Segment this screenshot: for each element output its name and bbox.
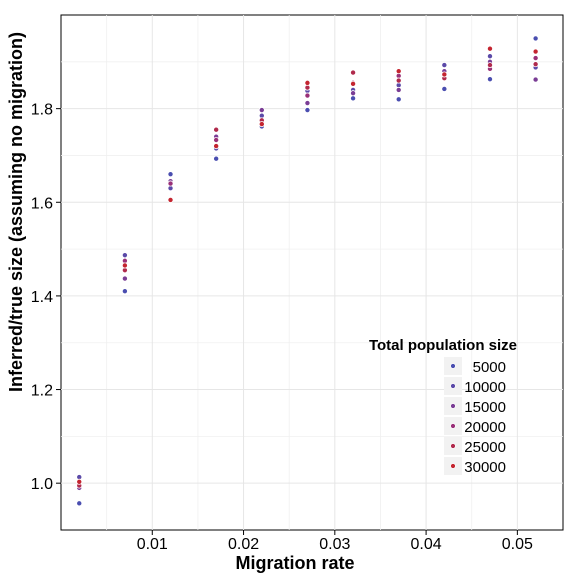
data-point <box>532 55 539 62</box>
x-tick-label: 0.02 <box>228 536 259 553</box>
data-point <box>258 107 265 114</box>
data-point <box>213 143 220 150</box>
y-tick-label: 1.2 <box>31 383 53 400</box>
data-point <box>350 80 357 87</box>
grid-lines <box>61 15 563 530</box>
legend-marker <box>450 463 456 469</box>
data-point <box>395 68 402 75</box>
legend-marker <box>450 383 456 389</box>
x-tick-label: 0.01 <box>137 536 168 553</box>
data-point <box>395 86 402 93</box>
legend-label: 30000 <box>464 459 506 476</box>
y-tick-label: 1.6 <box>31 195 53 212</box>
data-point <box>76 500 83 507</box>
x-axis-ticks: 0.01 0.02 0.03 0.04 0.05 <box>137 530 533 553</box>
data-points <box>76 35 539 507</box>
data-point <box>350 90 357 97</box>
y-axis-label: Inferred/true size (assuming no migratio… <box>6 32 26 392</box>
legend-label: 20000 <box>464 419 506 436</box>
y-axis-ticks: 1.0 1.2 1.4 1.6 1.8 <box>31 102 61 493</box>
data-point <box>395 77 402 84</box>
x-tick-label: 0.03 <box>319 536 350 553</box>
plot-panel <box>60 14 564 531</box>
data-point <box>350 69 357 76</box>
data-point <box>304 107 311 114</box>
data-point <box>441 85 448 92</box>
x-tick-label: 0.05 <box>502 536 533 553</box>
data-point <box>76 478 83 485</box>
data-point <box>486 45 493 52</box>
data-point <box>121 252 128 259</box>
legend-title: Total population size <box>369 337 517 354</box>
data-point <box>121 288 128 295</box>
data-point <box>395 96 402 103</box>
x-axis-label: Migration rate <box>235 553 354 573</box>
data-point <box>486 62 493 69</box>
legend-label: 5000 <box>473 359 506 376</box>
data-point <box>304 100 311 107</box>
legend-marker <box>450 403 456 409</box>
legend-marker <box>450 423 456 429</box>
data-point <box>304 79 311 86</box>
data-point <box>441 62 448 69</box>
data-point <box>304 92 311 99</box>
data-point <box>258 121 265 128</box>
y-tick-label: 1.4 <box>31 289 53 306</box>
data-point <box>532 76 539 83</box>
data-point <box>213 137 220 144</box>
data-point <box>121 262 128 269</box>
x-tick-label: 0.04 <box>411 536 442 553</box>
data-point <box>441 71 448 78</box>
y-tick-label: 1.0 <box>31 476 53 493</box>
data-point <box>350 95 357 102</box>
data-point <box>486 76 493 83</box>
legend-marker <box>450 363 456 369</box>
legend: Total population size 5000 10000 15000 2000… <box>369 337 517 476</box>
legend-marker <box>450 443 456 449</box>
data-point <box>213 126 220 133</box>
legend-label: 10000 <box>464 379 506 396</box>
data-point <box>486 53 493 60</box>
data-point <box>532 61 539 68</box>
data-point <box>167 180 174 187</box>
legend-label: 15000 <box>464 399 506 416</box>
data-point <box>167 196 174 203</box>
data-point <box>532 35 539 42</box>
data-point <box>167 171 174 178</box>
data-point <box>532 48 539 55</box>
legend-label: 25000 <box>464 439 506 456</box>
data-point <box>121 275 128 282</box>
data-point <box>213 155 220 162</box>
y-tick-label: 1.8 <box>31 102 53 119</box>
